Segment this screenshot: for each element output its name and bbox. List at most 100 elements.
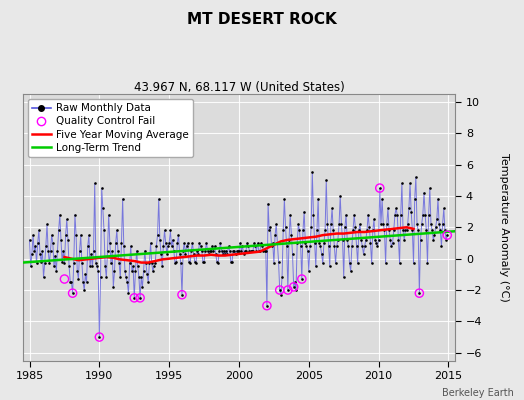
Point [215,248,223,254]
Point [148,260,156,266]
Point [368,227,377,234]
Point [306,243,314,249]
Point [239,251,248,257]
Point [235,248,243,254]
Point [425,185,434,191]
Point [399,227,407,234]
Point [103,248,112,254]
Point [154,232,162,238]
Point [318,251,326,257]
Point [93,263,101,270]
Point [48,232,56,238]
Point [123,279,132,285]
Point [400,237,408,243]
Point [423,260,432,266]
Point [27,263,35,270]
Point [364,212,373,218]
Point [65,263,73,270]
Point [342,212,350,218]
Point [294,221,302,227]
Point [366,240,375,246]
Point [104,212,113,218]
Point [278,274,286,281]
Point [437,243,445,249]
Point [230,248,238,254]
Point [415,290,423,296]
Point [79,279,88,285]
Point [199,258,207,265]
Point [289,284,298,290]
Point [415,290,423,296]
Point [69,290,77,296]
Point [386,237,395,243]
Point [138,284,147,290]
Point [121,268,129,274]
Point [352,243,361,249]
Point [269,240,277,246]
Point [283,287,292,293]
Point [49,240,57,246]
Point [185,258,193,265]
Point [180,240,189,246]
Point [67,279,75,285]
Point [78,260,86,266]
Point [337,221,345,227]
Point [351,224,359,230]
Point [376,185,384,191]
Point [288,251,297,257]
Point [217,248,226,254]
Point [417,237,425,243]
Point [298,276,306,282]
Point [200,258,208,265]
Point [110,268,118,274]
Point [267,243,276,249]
Point [336,193,344,199]
Point [130,295,138,301]
Point [323,221,332,227]
Point [60,260,69,266]
Point [375,237,383,243]
Point [166,227,174,234]
Point [243,240,252,246]
Point [28,251,36,257]
Point [443,232,452,238]
Point [161,240,170,246]
Point [220,248,228,254]
Point [298,276,306,282]
Point [90,248,98,254]
Point [233,248,241,254]
Point [114,248,122,254]
Point [179,248,188,254]
Point [94,268,102,274]
Point [441,227,449,234]
Point [237,248,246,254]
Point [62,216,71,223]
Point [236,240,244,246]
Point [424,212,433,218]
Point [430,232,439,238]
Point [133,248,141,254]
Point [301,240,310,246]
Point [77,232,85,238]
Point [46,248,54,254]
Point [143,271,151,278]
Point [29,232,37,238]
Point [254,240,262,246]
Point [155,196,163,202]
Point [54,227,63,234]
Point [397,212,405,218]
Point [66,279,74,285]
Point [307,224,315,230]
Point [96,274,105,281]
Point [428,227,436,234]
Point [249,248,257,254]
Point [272,221,280,227]
Point [131,268,139,274]
Point [276,287,284,293]
Point [100,227,108,234]
Point [51,252,59,259]
Point [210,243,219,249]
Point [204,251,213,257]
Point [393,212,401,218]
Point [238,243,247,249]
